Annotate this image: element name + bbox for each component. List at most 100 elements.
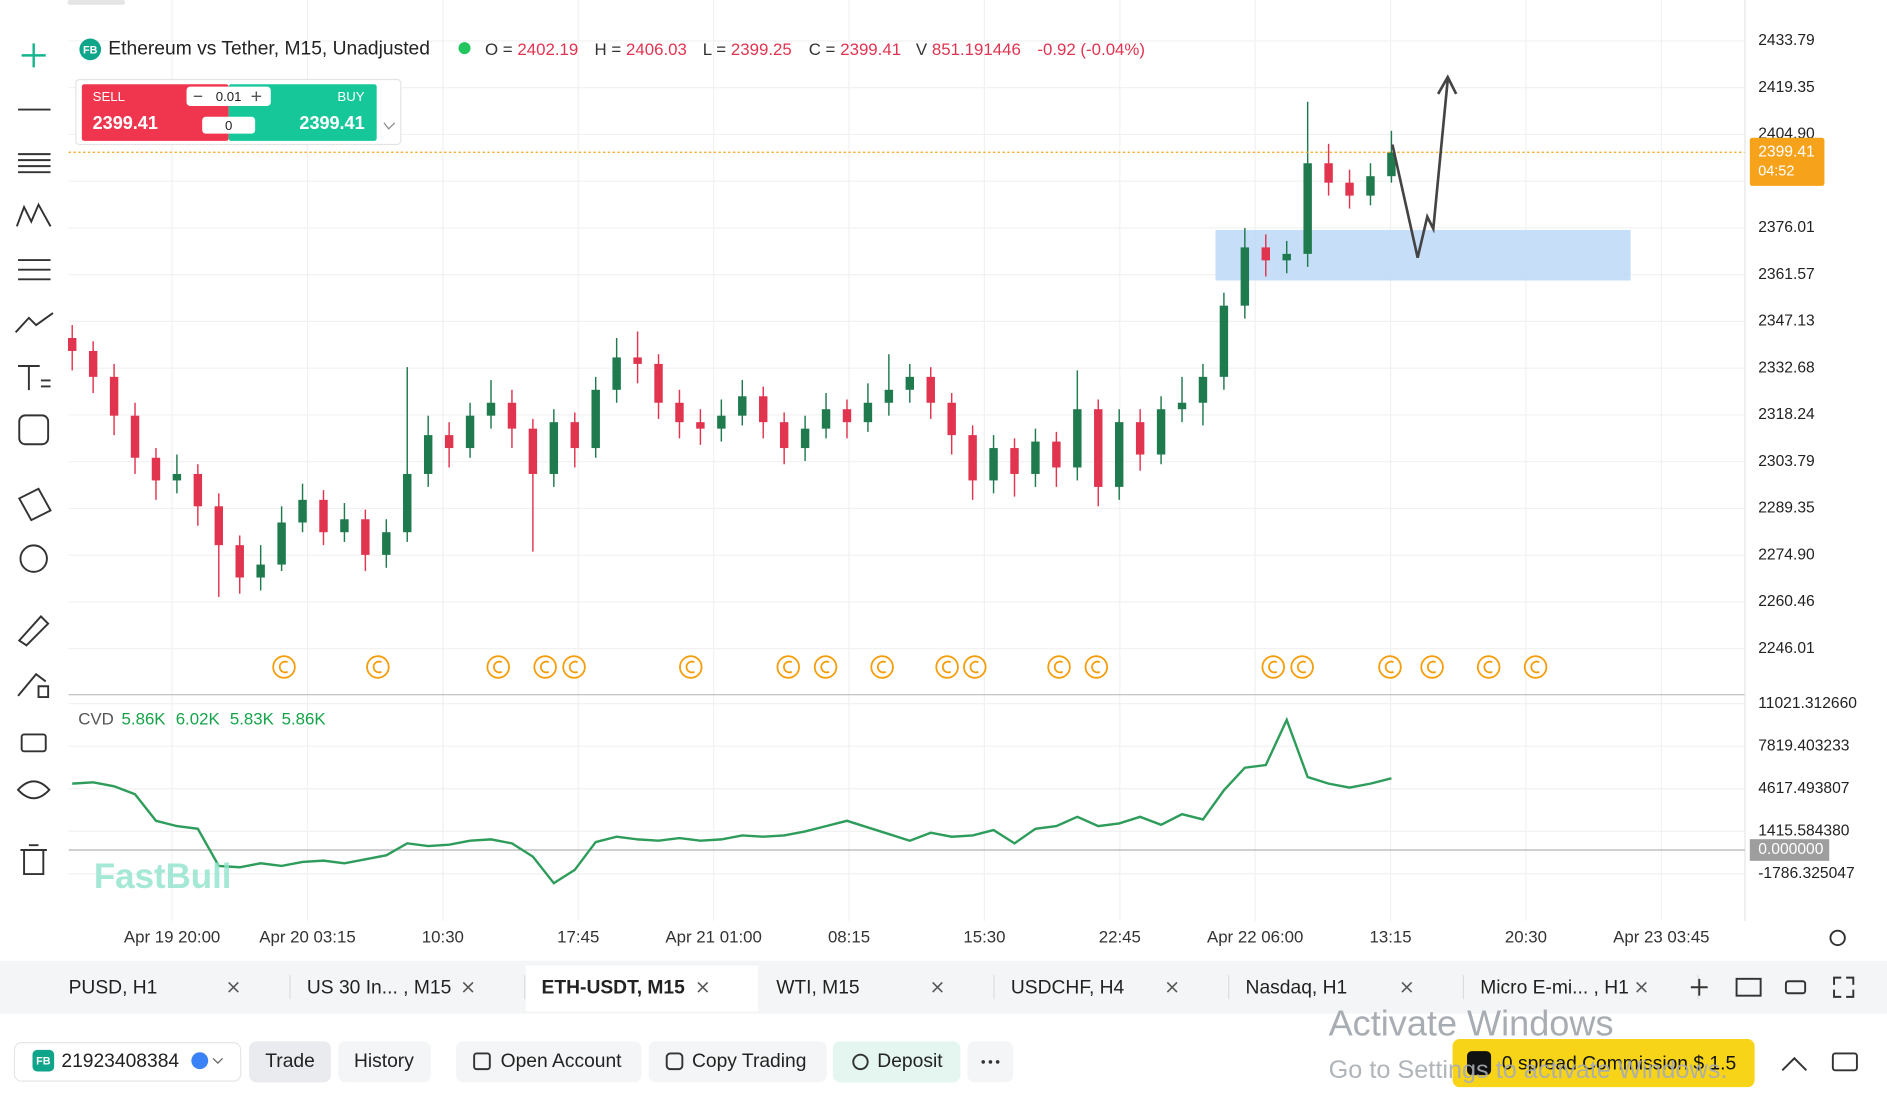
zero-label-box	[1749, 839, 1830, 861]
account-chevron[interactable]	[212, 1057, 224, 1064]
cvd-tick-label: 0.000000	[1758, 841, 1823, 858]
cvd-legend-value: 5.83K	[230, 709, 275, 728]
tab-bar	[0, 960, 1887, 1014]
x-tick-label: 22:45	[1099, 927, 1141, 946]
fullscreen-icon[interactable]	[1833, 976, 1855, 998]
layout-icon[interactable]	[1735, 977, 1762, 997]
cvd-tick-label: 7819.403233	[1758, 737, 1849, 754]
copy-trading-pill[interactable]	[648, 1041, 827, 1083]
fib-tool[interactable]	[18, 153, 51, 174]
tab-label[interactable]: US 30 In... , M15	[307, 978, 451, 999]
collapse-icon[interactable]	[1781, 1056, 1808, 1072]
tab-label[interactable]: WTI, M15	[776, 978, 859, 999]
event-glyph	[1384, 660, 1394, 674]
bottom-button-label[interactable]: Deposit	[877, 1051, 943, 1072]
symbol-badge	[79, 38, 102, 61]
panel-icon[interactable]	[1831, 1052, 1858, 1072]
drawn-arrow[interactable]	[1391, 74, 1458, 258]
ruler-tool[interactable]	[17, 487, 52, 522]
event-glyph	[1426, 660, 1437, 674]
add-tab[interactable]	[1690, 978, 1708, 996]
x-tick-label: 15:30	[963, 927, 1005, 946]
event-glyph	[820, 660, 830, 674]
zoom-tool[interactable]	[19, 544, 48, 573]
window-icon[interactable]	[1784, 980, 1807, 995]
event-glyph	[685, 660, 695, 674]
widget-chevron[interactable]	[383, 122, 396, 130]
event-icon	[1290, 655, 1314, 679]
candle-body	[926, 376, 935, 403]
candle-body	[1219, 305, 1229, 377]
x-tick-label: 20:30	[1505, 927, 1547, 946]
event-glyph	[1483, 660, 1493, 674]
candle-body	[1010, 448, 1019, 474]
bottom-button-label[interactable]: Open Account	[501, 1051, 623, 1072]
candle-body	[465, 415, 475, 449]
candle-body	[863, 402, 873, 423]
account-pill[interactable]	[13, 1042, 242, 1082]
bottom-button-label[interactable]: Trade	[265, 1051, 315, 1072]
history-pill[interactable]	[338, 1041, 431, 1083]
emoji-tool[interactable]	[18, 414, 50, 446]
bottom-button-label[interactable]: Copy Trading	[692, 1051, 806, 1072]
candle-body	[612, 357, 621, 390]
deposit-pill[interactable]	[832, 1041, 961, 1083]
y-tick-label: 2361.57	[1758, 266, 1814, 283]
event-icon	[776, 655, 800, 679]
tab-label[interactable]: ETH-USDT, M15	[542, 978, 686, 999]
candle-body	[633, 357, 642, 364]
brush-tool[interactable]	[17, 672, 50, 699]
candle-body	[1052, 441, 1061, 468]
delete-tool[interactable]	[20, 844, 47, 876]
magnet-tool[interactable]	[17, 615, 50, 647]
text-tool[interactable]	[18, 365, 51, 391]
tab-label[interactable]: Nasdaq, H1	[1246, 978, 1348, 999]
candle-body	[67, 338, 77, 351]
open-account-pill[interactable]	[456, 1041, 642, 1083]
eye-tool[interactable]	[16, 780, 51, 800]
candle-body	[1282, 253, 1291, 261]
settings-icon[interactable]	[1829, 929, 1846, 947]
tab-label[interactable]: Micro E-mi... , H1	[1480, 978, 1629, 999]
lot-steppers[interactable]	[193, 91, 262, 102]
candle-body	[759, 396, 768, 423]
candle-body	[193, 473, 203, 507]
trend-tool[interactable]	[14, 312, 54, 333]
symbol-title: Ethereum vs Tether, M15, Unadjusted	[108, 38, 430, 59]
x-tick-label: 13:15	[1370, 927, 1412, 946]
candle-body	[696, 422, 705, 429]
candle-body	[842, 409, 852, 423]
bottom-button-label[interactable]: History	[354, 1051, 414, 1072]
lot-input[interactable]	[186, 86, 271, 106]
candle-body	[549, 422, 559, 474]
event-glyph	[568, 660, 579, 674]
candle-body	[570, 422, 579, 449]
lock-tool[interactable]	[20, 733, 47, 753]
candle-body	[717, 415, 726, 429]
trade-pill[interactable]	[249, 1041, 331, 1083]
ohlc-value: 851.191446	[932, 40, 1021, 59]
promo-banner[interactable]	[1452, 1039, 1755, 1088]
candle-body	[1031, 441, 1040, 474]
event-icon	[272, 655, 296, 679]
tab-label[interactable]: USDCHF, H4	[1011, 978, 1125, 999]
tab-close	[228, 981, 239, 993]
y-tick-label: 2246.01	[1758, 640, 1814, 657]
event-icon	[1420, 655, 1444, 679]
status-dot	[458, 42, 471, 55]
event-icon	[813, 655, 838, 679]
channel-tool[interactable]	[18, 259, 51, 281]
tab-close	[932, 981, 943, 993]
crosshair-tool[interactable]	[21, 43, 46, 68]
event-glyph	[539, 660, 550, 674]
account-badge-text: FB	[36, 1056, 51, 1068]
ohlc-legend: O = 2402.19 H = 2406.03 L = 2399.25 C = 2399.41…	[485, 40, 1021, 59]
tab-label[interactable]: PUSD, H1	[69, 978, 158, 999]
candle-body	[172, 473, 182, 481]
candle-body	[884, 389, 894, 403]
event-icon	[562, 655, 586, 679]
pattern-tool[interactable]	[15, 202, 52, 227]
event-icon	[935, 655, 959, 679]
event-glyph	[1091, 660, 1101, 674]
